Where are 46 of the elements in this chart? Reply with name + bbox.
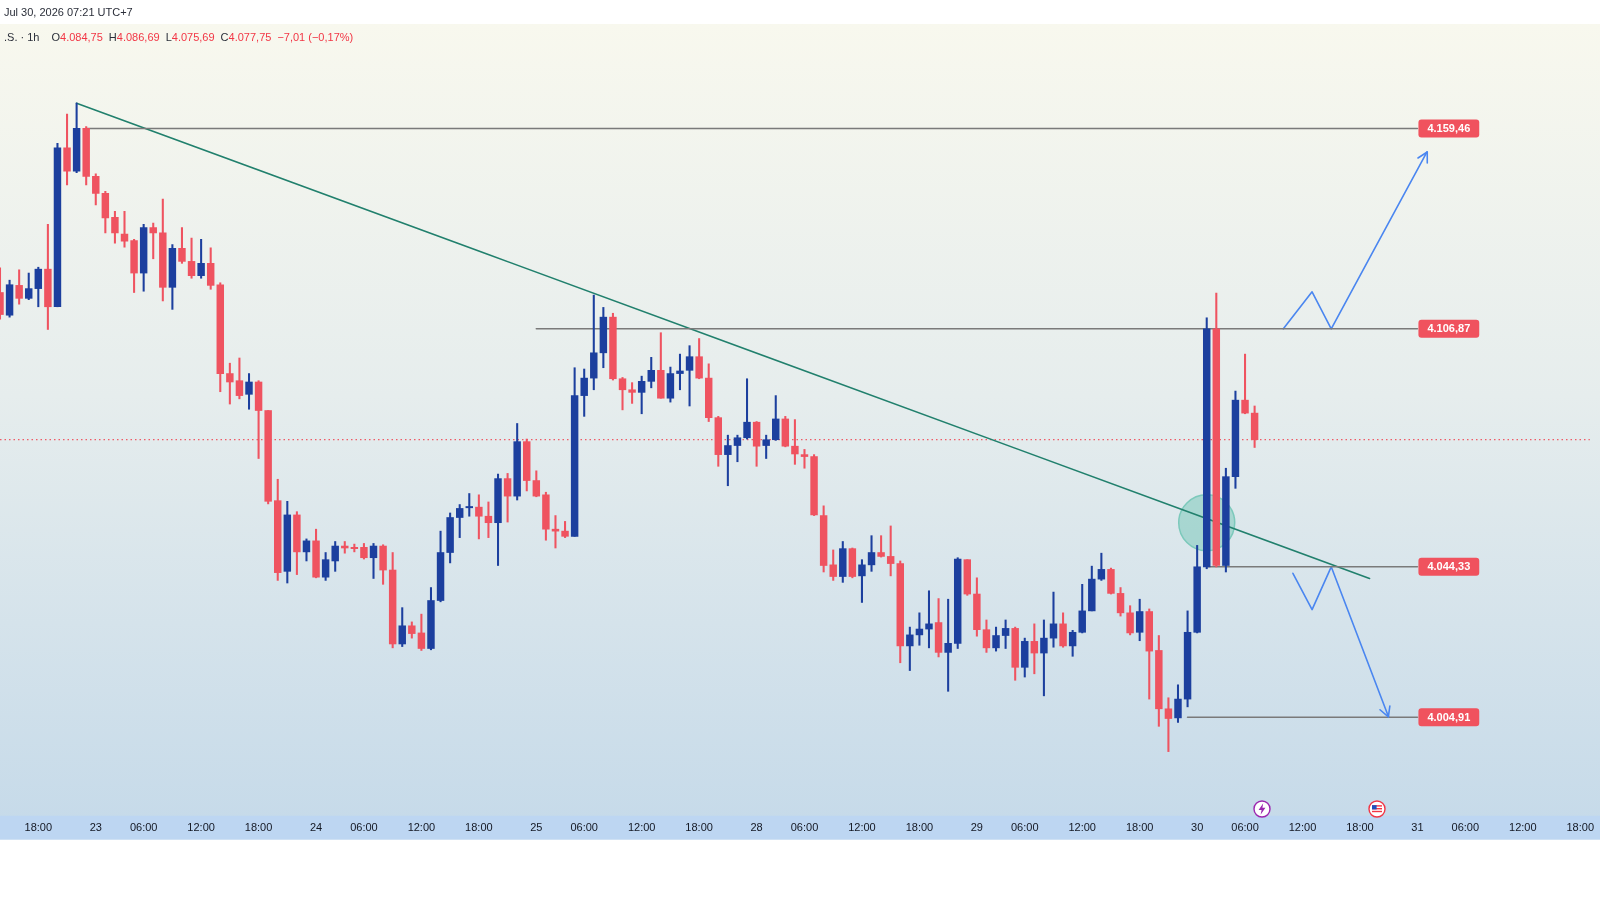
- x-tick-label: 18:00: [244, 821, 273, 834]
- chart-title: .S. · 1h: [4, 31, 40, 43]
- x-tick-label: 18:00: [685, 821, 713, 834]
- x-tick-label: 29: [970, 821, 983, 834]
- text: −7,01 (−0,17%): [277, 31, 354, 43]
- x-tick-label: 18:00: [1346, 821, 1374, 834]
- x-tick-label: 18:00: [465, 821, 493, 834]
- series-label: 4.159,46: [1427, 121, 1471, 134]
- candlestick: [867, 535, 876, 572]
- candlestick: [618, 377, 627, 411]
- series-label: 4.044,33: [1427, 560, 1471, 573]
- candlestick: [120, 211, 129, 248]
- x-tick-label: 06:00: [129, 821, 158, 834]
- x-tick-label: 12:00: [848, 821, 876, 834]
- x-tick-label: 12:00: [1068, 821, 1096, 834]
- x-tick-label: 12:00: [1288, 821, 1317, 834]
- text: C4.077,75: [220, 31, 272, 43]
- candlestick: [465, 493, 474, 517]
- x-tick-label: 06:00: [570, 821, 598, 834]
- text: Jul 30, 2026 07:21 UTC+7: [4, 6, 133, 18]
- x-tick-label: 06:00: [350, 821, 378, 834]
- series-label: 4.004,91: [1427, 710, 1471, 723]
- x-tick-label: 12:00: [1509, 821, 1537, 834]
- x-tick-label: 18:00: [1125, 821, 1154, 834]
- x-tick-label: 30: [1191, 821, 1204, 834]
- x-tick-label: 06:00: [1231, 821, 1259, 834]
- x-tick-label: 12:00: [187, 821, 215, 834]
- x-tick-label: 12:00: [407, 821, 436, 834]
- x-tick-label: 23: [89, 821, 102, 834]
- x-tick-label: 12:00: [627, 821, 656, 834]
- x-tick-label: 18:00: [905, 821, 934, 834]
- x-tick-label: 18:00: [1566, 821, 1594, 834]
- x-tick-label: 25: [530, 821, 543, 834]
- x-tick-label: 06:00: [1010, 821, 1039, 834]
- x-tick-label: 24: [309, 821, 323, 834]
- x-tick-label: 18:00: [24, 821, 53, 834]
- text: L4.075,69: [165, 31, 215, 43]
- x-tick-label: 06:00: [790, 821, 819, 834]
- candlestick: [369, 543, 378, 579]
- text: H4.086,69: [108, 31, 160, 43]
- x-tick-label: 28: [750, 821, 763, 834]
- series-label: 4.106,87: [1427, 322, 1471, 335]
- candlestick: [800, 449, 809, 469]
- x-tick-label: 06:00: [1451, 821, 1480, 834]
- x-tick-label: 31: [1411, 821, 1424, 834]
- text: O4.084,75: [51, 31, 103, 43]
